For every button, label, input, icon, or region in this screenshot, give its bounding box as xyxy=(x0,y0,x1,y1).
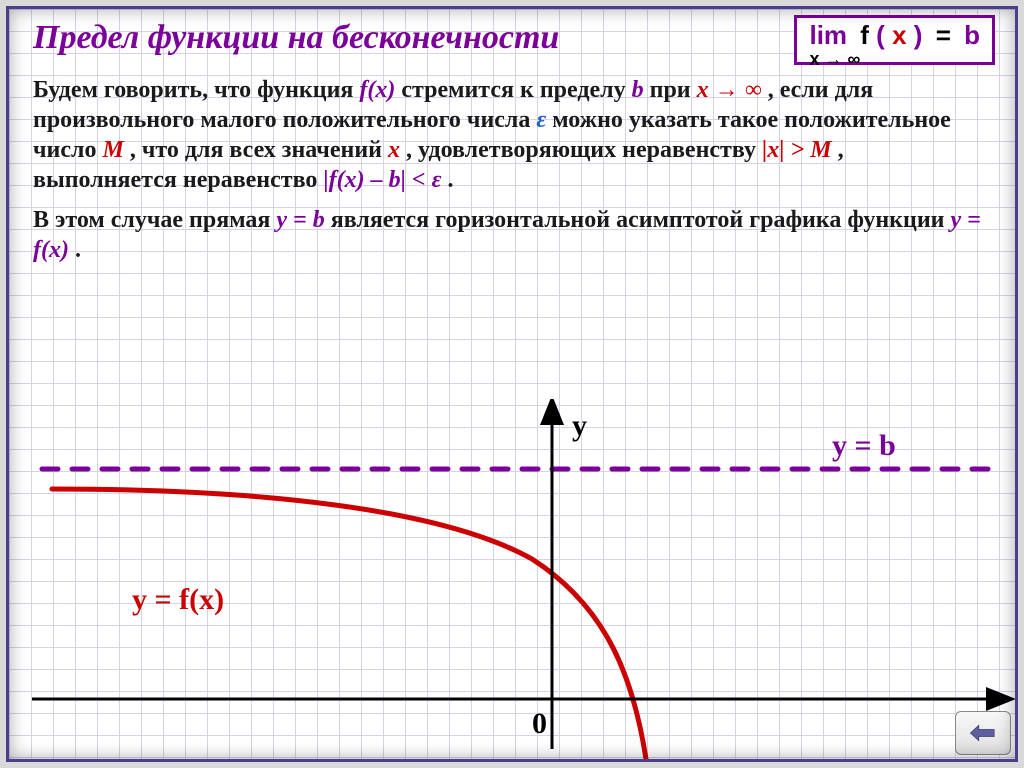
p1eps: ε xyxy=(536,107,546,133)
p2t1: этом случае прямая xyxy=(55,207,276,233)
p1x: x xyxy=(388,137,400,163)
asymptote-paragraph: В этом случае прямая y = b является гори… xyxy=(33,205,991,265)
p1t2: стремится к пределу xyxy=(401,77,631,103)
slide-inner: Предел функции на бесконечности lim f ( … xyxy=(6,6,1018,762)
limit-fx: f ( x ) xyxy=(854,20,922,50)
p1M: M xyxy=(102,137,123,163)
function-curve xyxy=(52,489,646,759)
p1xarr: x → ∞ xyxy=(697,77,762,103)
definition-paragraph: Будем говорить, что функция f(x) стремит… xyxy=(33,75,991,195)
p1fx: f(x) xyxy=(359,77,395,103)
p1ineq2: |f(x) – b| < ε xyxy=(323,167,441,193)
limit-sub: x → ∞ xyxy=(809,50,860,68)
y-axis-label: y xyxy=(572,409,587,442)
p2t3: . xyxy=(75,237,81,263)
p2t2: является горизонтальной асимптотой графи… xyxy=(331,207,951,233)
limit-rhs: b xyxy=(964,20,980,50)
p1t6: , что для всех значений xyxy=(130,137,388,163)
graph-area: y x 0 y = b y = f(x) xyxy=(9,399,1015,759)
p1t9: . xyxy=(447,167,453,193)
origin-label: 0 xyxy=(532,707,547,740)
p1t7: , удовлетворяющих неравенству xyxy=(406,137,762,163)
p1b: b xyxy=(632,77,644,103)
limit-formula-box: lim f ( x ) = b x → ∞ xyxy=(794,15,995,65)
asymptote-label: y = b xyxy=(832,429,896,462)
slide-outer: Предел функции на бесконечности lim f ( … xyxy=(0,0,1024,768)
p1t1: удем говорить, что функция xyxy=(48,77,359,103)
back-arrow-icon xyxy=(969,722,997,744)
curve-label: y = f(x) xyxy=(132,583,224,616)
limit-eq: = xyxy=(930,20,957,50)
p1t3: при xyxy=(650,77,697,103)
graph-svg: y x 0 y = b y = f(x) xyxy=(9,399,1015,759)
p2yb: y = b xyxy=(276,207,324,233)
limit-lim: lim xyxy=(809,20,847,50)
p1ineq1: |x| > M xyxy=(762,137,832,163)
nav-back-button[interactable] xyxy=(955,711,1011,755)
